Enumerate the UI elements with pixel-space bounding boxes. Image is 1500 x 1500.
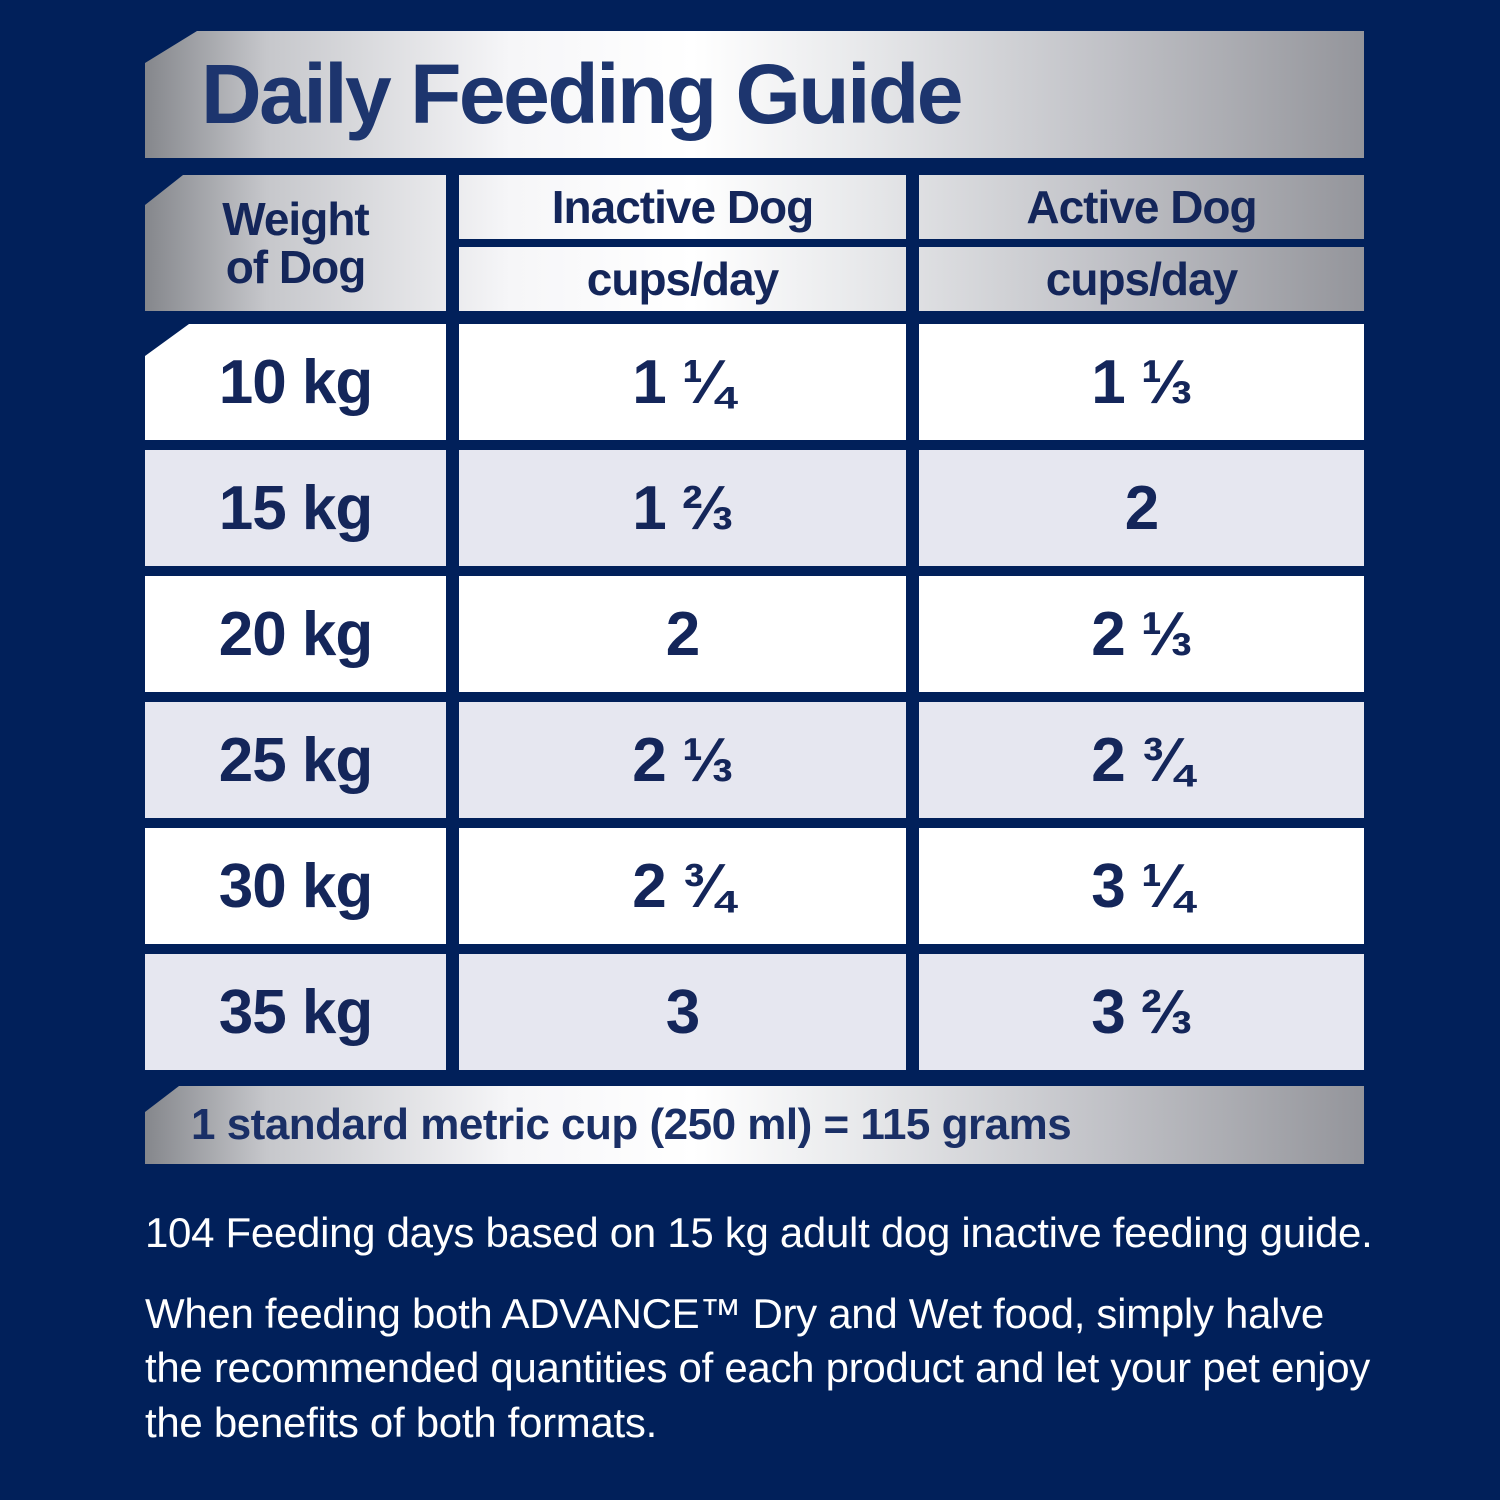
table-row: 35 kg 3 3 ⅔ [145, 954, 1364, 1070]
weight-cell: 15 kg [145, 450, 446, 566]
cup-conversion-text: 1 standard metric cup (250 ml) = 115 gra… [191, 1100, 1072, 1149]
active-dog-unit-header: cups/day [919, 247, 1364, 311]
inactive-cups-cell: 2 ¾ [459, 828, 906, 944]
active-dog-header: Active Dog [919, 175, 1364, 239]
note-mixed-feeding: When feeding both ADVANCE™ Dry and Wet f… [145, 1289, 1370, 1446]
weight-cell: 30 kg [145, 828, 446, 944]
weight-cell: 35 kg [145, 954, 446, 1070]
active-dog-header-group: Active Dog cups/day [919, 175, 1364, 311]
inactive-cups-cell: 1 ¼ [459, 324, 906, 440]
inactive-cups-cell: 3 [459, 954, 906, 1070]
inactive-dog-header: Inactive Dog [459, 175, 906, 239]
active-cups-cell: 3 ¼ [919, 828, 1364, 944]
table-row: 20 kg 2 2 ⅓ [145, 576, 1364, 692]
inactive-dog-header-group: Inactive Dog cups/day [459, 175, 906, 311]
table-header-row: Weight of Dog Inactive Dog cups/day Acti… [145, 175, 1364, 311]
weight-of-dog-header: Weight of Dog [145, 175, 446, 311]
note-feeding-days: 104 Feeding days based on 15 kg adult do… [145, 1209, 1373, 1256]
weight-cell: 10 kg [145, 324, 446, 440]
table-row: 15 kg 1 ⅔ 2 [145, 450, 1364, 566]
inactive-cups-cell: 1 ⅔ [459, 450, 906, 566]
active-cups-cell: 2 [919, 450, 1364, 566]
daily-feeding-guide-banner: Daily Feeding Guide [145, 31, 1364, 158]
active-cups-cell: 3 ⅔ [919, 954, 1364, 1070]
cup-conversion-banner: 1 standard metric cup (250 ml) = 115 gra… [145, 1086, 1364, 1164]
inactive-dog-unit-header: cups/day [459, 247, 906, 311]
table-row: 25 kg 2 ⅓ 2 ¾ [145, 702, 1364, 818]
weight-cell: 20 kg [145, 576, 446, 692]
page-title: Daily Feeding Guide [201, 47, 963, 141]
table-row: 30 kg 2 ¾ 3 ¼ [145, 828, 1364, 944]
inactive-cups-cell: 2 ⅓ [459, 702, 906, 818]
active-cups-cell: 1 ⅓ [919, 324, 1364, 440]
active-cups-cell: 2 ⅓ [919, 576, 1364, 692]
weight-cell: 25 kg [145, 702, 446, 818]
table-row: 10 kg 1 ¼ 1 ⅓ [145, 324, 1364, 440]
feeding-table: Weight of Dog Inactive Dog cups/day Acti… [145, 175, 1364, 1070]
feeding-guide-content: Daily Feeding Guide Weight of Dog Inacti… [145, 31, 1373, 1450]
inactive-cups-cell: 2 [459, 576, 906, 692]
active-cups-cell: 2 ¾ [919, 702, 1364, 818]
